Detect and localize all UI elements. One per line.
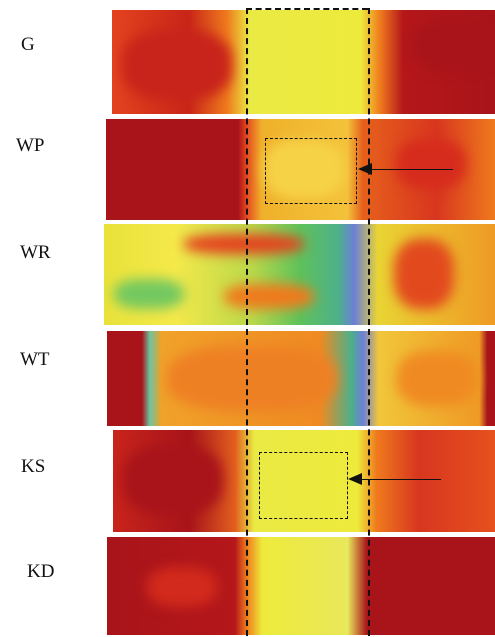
row-label-ks: KS — [21, 456, 46, 477]
heatmap-strip-g — [112, 10, 495, 114]
wp-arrow — [358, 163, 453, 175]
dashed-guide-left — [246, 8, 248, 636]
heatmap-strip-wr — [104, 224, 495, 325]
dashed-guide-top — [246, 8, 368, 10]
ks-region-box — [259, 452, 348, 519]
row-label-kd: KD — [27, 561, 55, 582]
heatmap-strip-kd — [107, 537, 495, 635]
heatmap-strip-wt — [107, 331, 495, 426]
row-label-wp: WP — [16, 135, 45, 156]
ks-arrow — [348, 473, 441, 485]
dashed-guide-right — [368, 8, 370, 636]
row-label-g: G — [21, 34, 35, 55]
heatmap-strip-ks — [113, 430, 495, 532]
wp-region-box — [265, 138, 357, 204]
row-label-wt: WT — [20, 349, 50, 370]
row-label-wr: WR — [20, 242, 51, 263]
